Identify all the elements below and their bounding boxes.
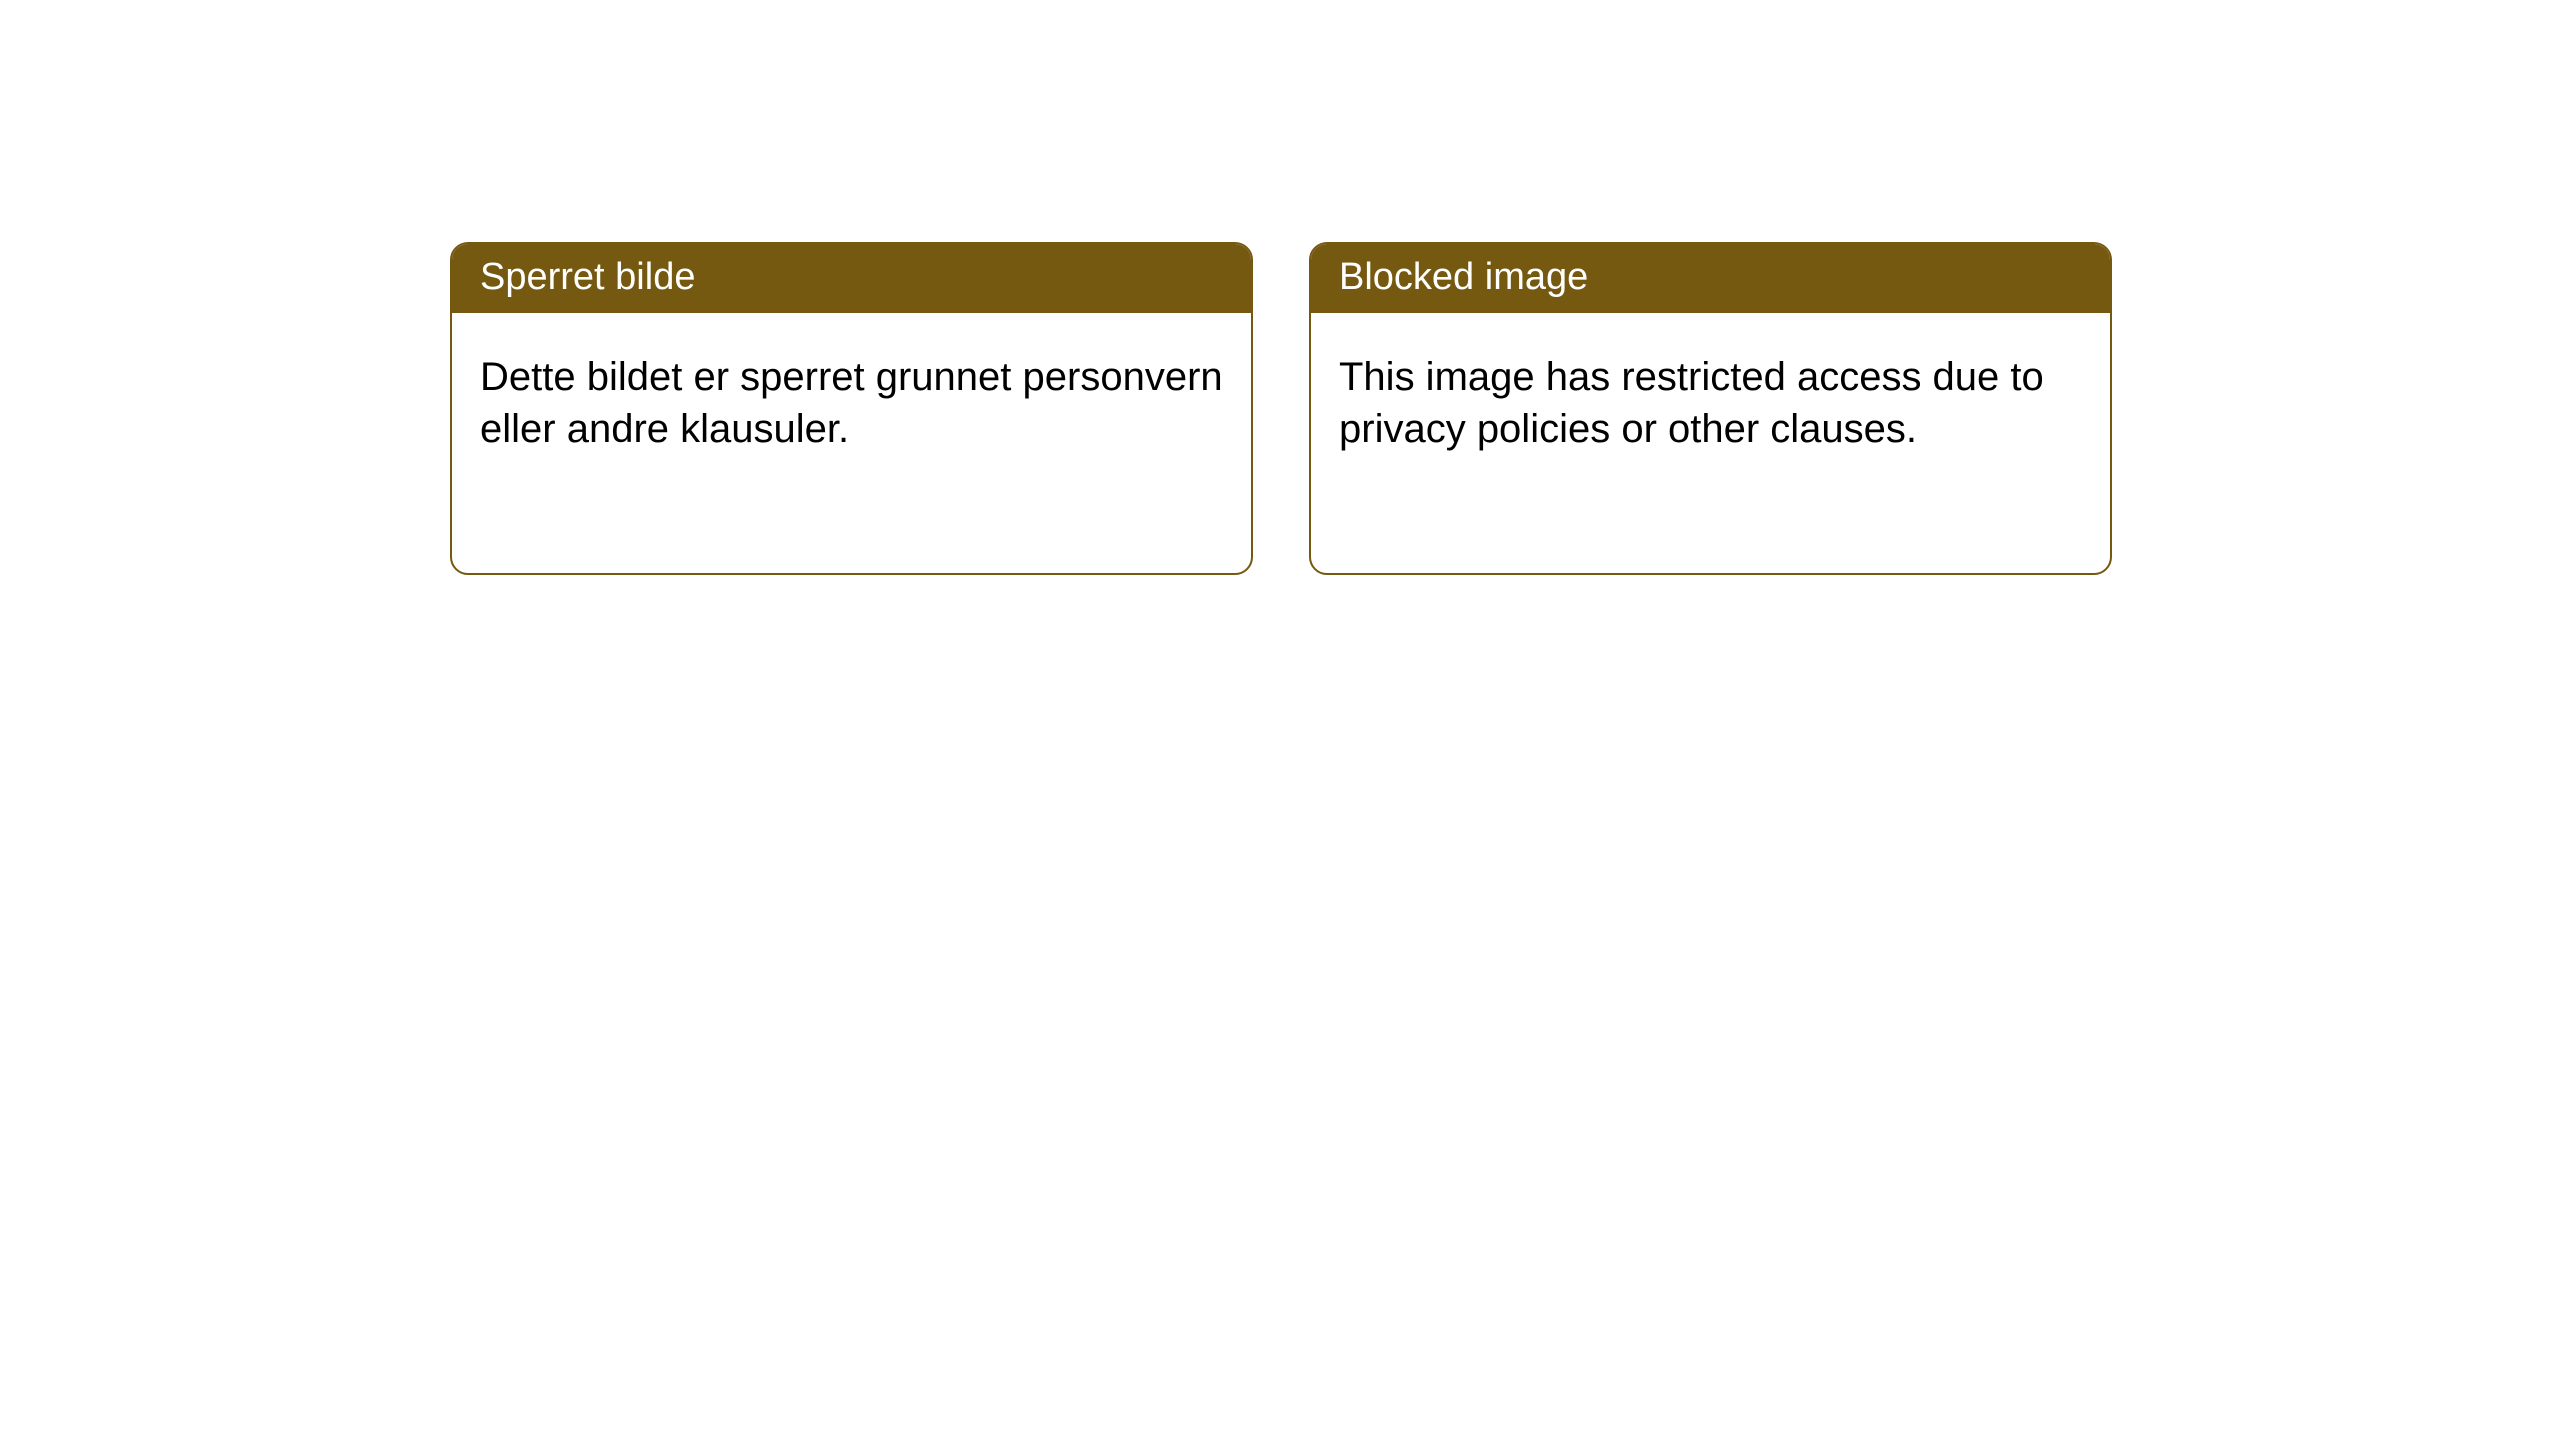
card-message-no: Dette bildet er sperret grunnet personve… bbox=[480, 355, 1223, 451]
card-header-en: Blocked image bbox=[1311, 244, 2110, 313]
card-body-en: This image has restricted access due to … bbox=[1311, 313, 2110, 493]
card-message-en: This image has restricted access due to … bbox=[1339, 355, 2044, 451]
card-title-en: Blocked image bbox=[1339, 256, 1588, 298]
blocked-image-notices: Sperret bilde Dette bildet er sperret gr… bbox=[450, 242, 2560, 575]
card-header-no: Sperret bilde bbox=[452, 244, 1251, 313]
card-title-no: Sperret bilde bbox=[480, 256, 695, 298]
blocked-notice-card-en: Blocked image This image has restricted … bbox=[1309, 242, 2112, 575]
blocked-notice-card-no: Sperret bilde Dette bildet er sperret gr… bbox=[450, 242, 1253, 575]
card-body-no: Dette bildet er sperret grunnet personve… bbox=[452, 313, 1251, 493]
